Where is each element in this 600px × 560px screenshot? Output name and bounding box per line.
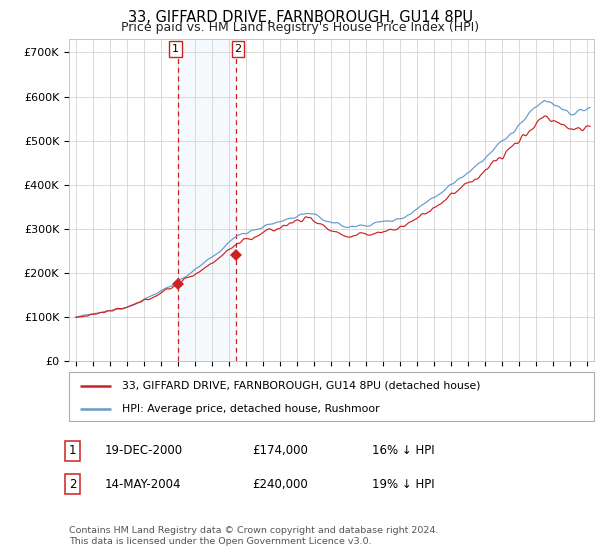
Text: 2: 2 <box>69 478 77 491</box>
Text: HPI: Average price, detached house, Rushmoor: HPI: Average price, detached house, Rush… <box>121 404 379 414</box>
Text: 19-DEC-2000: 19-DEC-2000 <box>105 444 183 458</box>
Text: 14-MAY-2004: 14-MAY-2004 <box>105 478 182 491</box>
Bar <box>178 39 236 361</box>
Text: 33, GIFFARD DRIVE, FARNBOROUGH, GU14 8PU (detached house): 33, GIFFARD DRIVE, FARNBOROUGH, GU14 8PU… <box>121 381 480 391</box>
Text: 1: 1 <box>172 44 179 54</box>
Text: Price paid vs. HM Land Registry's House Price Index (HPI): Price paid vs. HM Land Registry's House … <box>121 21 479 34</box>
Text: £174,000: £174,000 <box>252 444 308 458</box>
FancyBboxPatch shape <box>69 372 594 421</box>
Text: £240,000: £240,000 <box>252 478 308 491</box>
Text: 19% ↓ HPI: 19% ↓ HPI <box>372 478 434 491</box>
Text: 16% ↓ HPI: 16% ↓ HPI <box>372 444 434 458</box>
Text: 2: 2 <box>235 44 242 54</box>
Text: Contains HM Land Registry data © Crown copyright and database right 2024.
This d: Contains HM Land Registry data © Crown c… <box>69 526 439 546</box>
Text: 33, GIFFARD DRIVE, FARNBOROUGH, GU14 8PU: 33, GIFFARD DRIVE, FARNBOROUGH, GU14 8PU <box>128 10 473 25</box>
Text: 1: 1 <box>69 444 77 458</box>
